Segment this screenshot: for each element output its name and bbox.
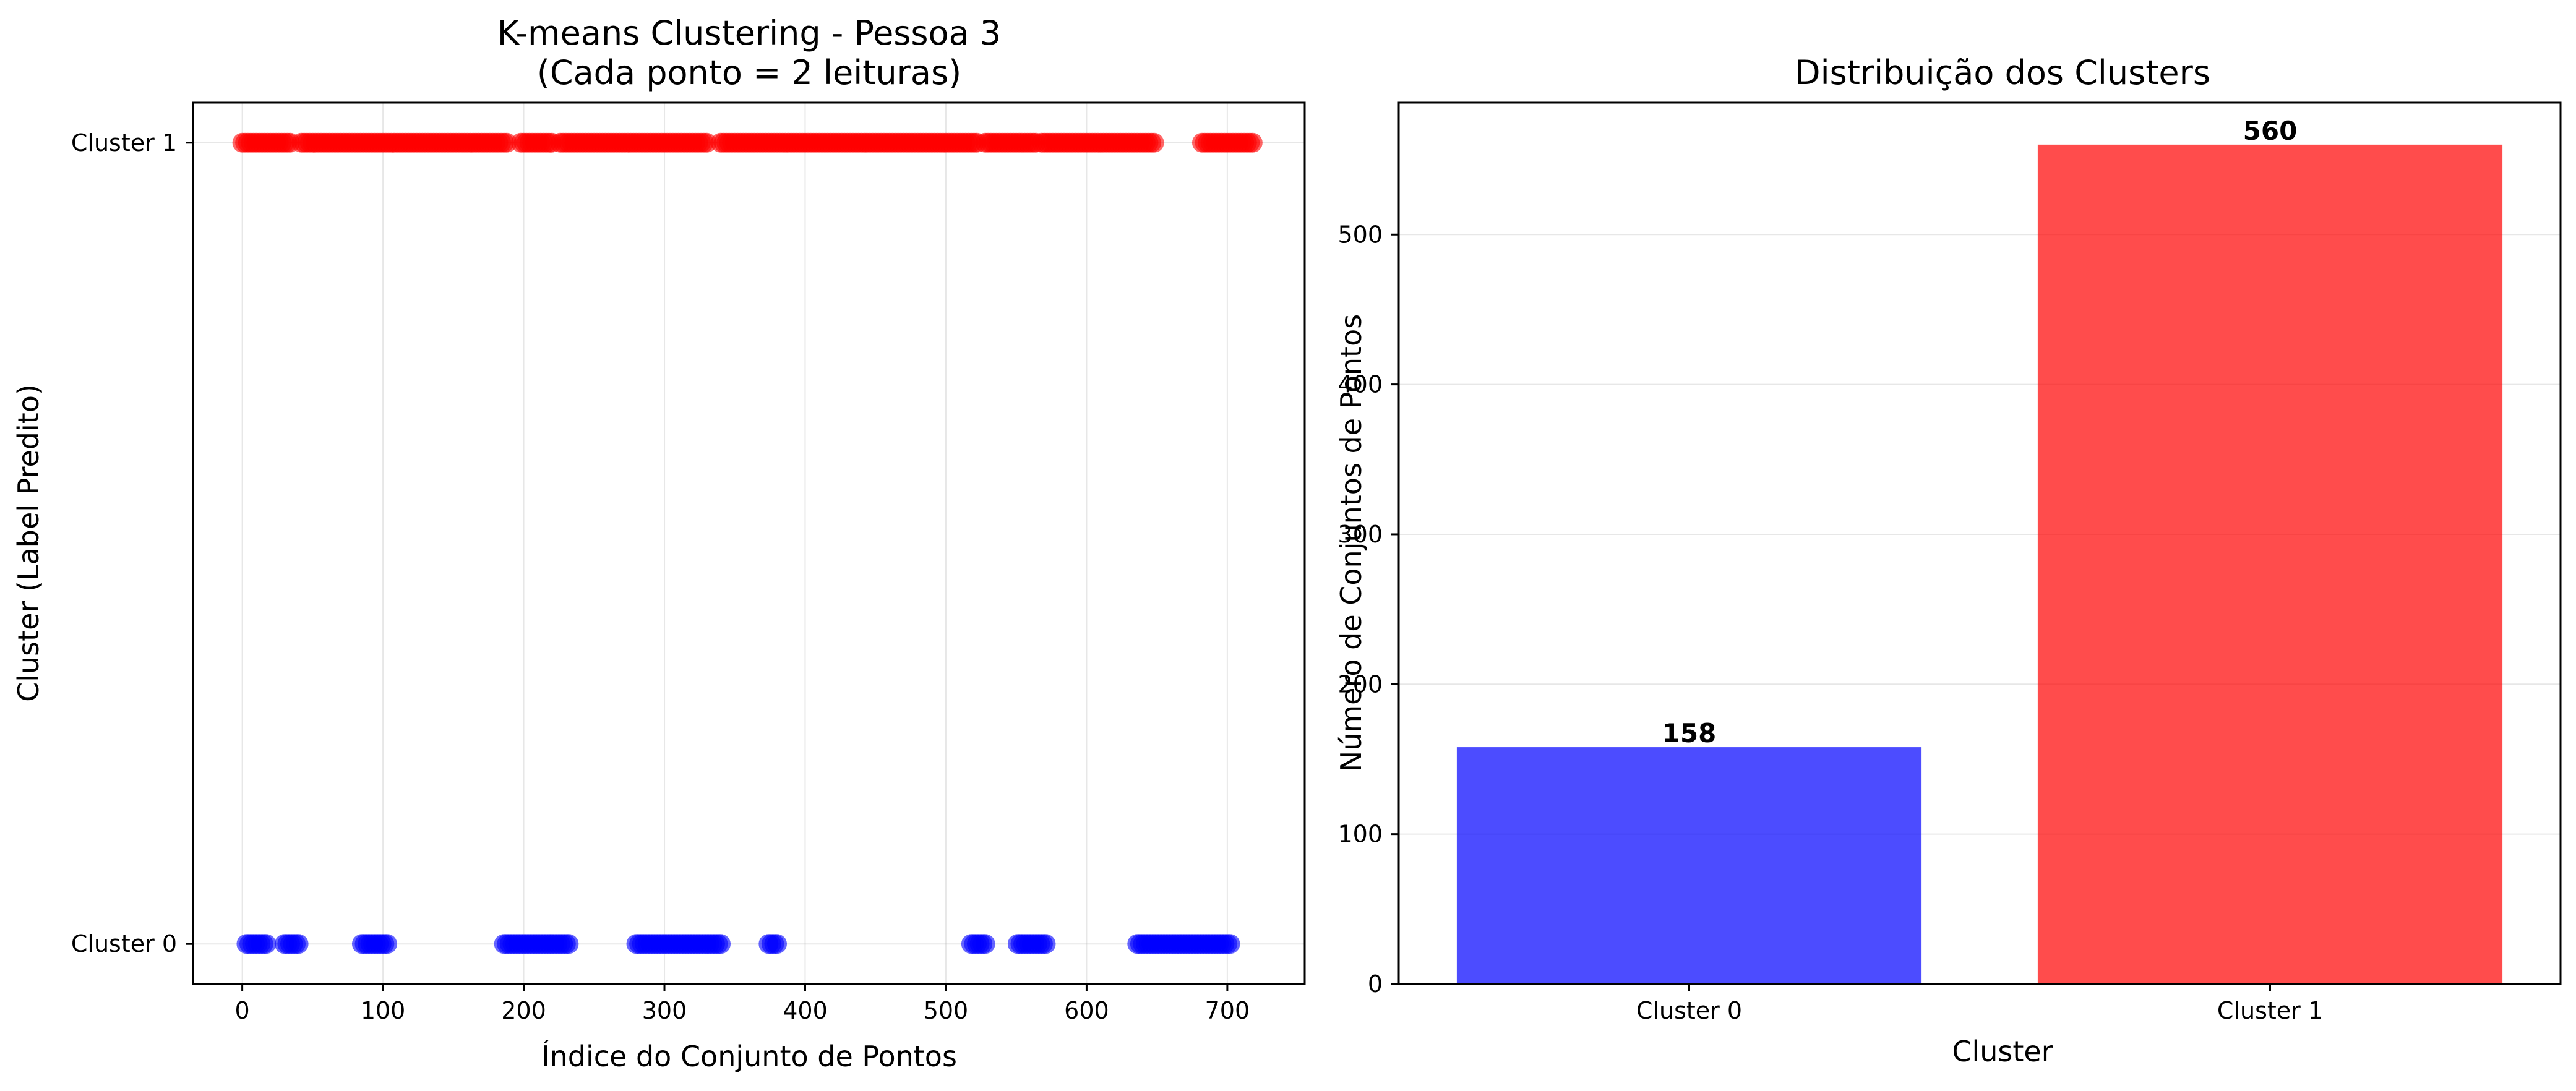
bar-value-label: 560 (2243, 116, 2298, 146)
scatter-x-axis: 0 100 200 300 400 500 600 700 (235, 984, 1250, 1024)
bar-y-axis: 0 100 200 300 400 500 (1337, 221, 1399, 998)
bar-y-tick-label: 500 (1337, 221, 1383, 248)
scatter-point (256, 934, 277, 954)
scatter-x-tick-label: 400 (783, 997, 828, 1024)
scatter-point (497, 132, 517, 153)
bar-panel: Distribuição dos Clusters 158 560 Cluster… (1334, 53, 2562, 1068)
scatter-point (711, 934, 731, 954)
scatter-point (1036, 934, 1056, 954)
scatter-point (766, 934, 787, 954)
scatter-title-line2: (Cada ponto = 2 leituras) (537, 53, 961, 92)
bar-plot-frame (1397, 101, 2562, 985)
bar-y-tick-label: 0 (1368, 970, 1383, 998)
bar-y-tick-label: 400 (1337, 371, 1383, 398)
bar-x-axis-label: Cluster (1952, 1035, 2053, 1068)
scatter-series-cluster-1 (232, 132, 1263, 153)
bar-y-tick-label: 100 (1337, 821, 1383, 848)
bar-bars: 158 560 (1456, 116, 2503, 984)
scatter-plot-frame (192, 101, 1306, 985)
scatter-point (559, 934, 579, 954)
scatter-y-axis-label: Cluster (Label Predito) (12, 384, 45, 702)
scatter-point (377, 934, 397, 954)
scatter-point (1242, 132, 1263, 153)
scatter-y-tick-label: Cluster 1 (71, 129, 177, 156)
bar-y-axis-label: Número de Conjuntos de Pontos (1334, 314, 1368, 772)
scatter-series-cluster-0 (236, 934, 1240, 954)
scatter-x-tick-label: 100 (361, 997, 406, 1024)
scatter-point (697, 132, 717, 153)
bar-x-tick-label: Cluster 0 (1636, 997, 1742, 1024)
bar-x-axis: Cluster 0 Cluster 1 (1636, 984, 2323, 1024)
bar-x-tick-label: Cluster 1 (2217, 997, 2323, 1024)
scatter-x-tick-label: 300 (642, 997, 687, 1024)
scatter-points (232, 132, 1263, 954)
scatter-x-tick-label: 600 (1064, 997, 1109, 1024)
scatter-point (975, 934, 995, 954)
scatter-y-tick-label: Cluster 0 (71, 930, 177, 957)
scatter-point (1220, 934, 1240, 954)
bar-y-tick-label: 300 (1337, 521, 1383, 548)
scatter-point (288, 934, 309, 954)
scatter-x-tick-label: 700 (1205, 997, 1250, 1024)
scatter-title-line1: K-means Clustering - Pessoa 3 (497, 14, 1001, 53)
bar-cluster-1 (2037, 144, 2503, 984)
bar-title: Distribuição dos Clusters (1795, 53, 2210, 92)
scatter-panel: K-means Clustering - Pessoa 3 (Cada pont… (12, 14, 1306, 1073)
scatter-grid (193, 103, 1305, 984)
scatter-point (1144, 132, 1164, 153)
bar-y-tick-label: 200 (1337, 670, 1383, 698)
scatter-x-tick-label: 200 (501, 997, 546, 1024)
scatter-x-tick-label: 500 (924, 997, 969, 1024)
bar-cluster-0 (1456, 747, 1922, 984)
scatter-y-axis: Cluster 0 Cluster 1 (71, 129, 193, 957)
scatter-x-axis-label: Índice do Conjunto de Pontos (541, 1040, 957, 1073)
bar-value-label: 158 (1662, 718, 1717, 748)
scatter-x-tick-label: 0 (235, 997, 250, 1024)
